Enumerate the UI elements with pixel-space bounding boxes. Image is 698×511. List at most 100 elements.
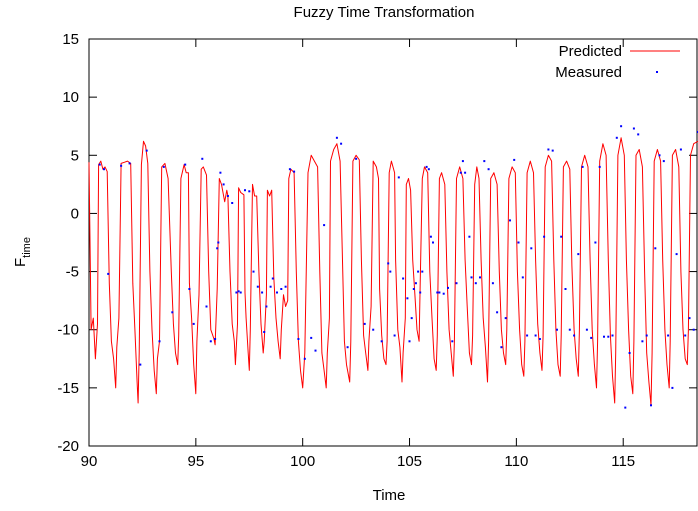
measured-point: [637, 133, 640, 136]
measured-point: [335, 136, 338, 139]
y-tick-label: -5: [66, 264, 79, 281]
measured-point: [684, 334, 687, 337]
tick-layer: -20 -15 -10 -5 0 5 10 15 90 95 100 105 110 115: [57, 31, 697, 470]
measured-point: [219, 171, 222, 174]
measured-point: [530, 247, 533, 250]
measured-point: [239, 291, 242, 294]
measured-point: [393, 334, 396, 337]
measured-point: [214, 338, 217, 340]
plot-border: [88, 38, 698, 447]
measured-point: [459, 171, 462, 174]
measured-point: [455, 282, 458, 285]
svg-text:Ftime: Ftime: [12, 237, 33, 267]
measured-point: [598, 165, 601, 168]
measured-point: [688, 317, 691, 320]
measured-point: [380, 340, 383, 343]
measured-point: [526, 334, 529, 337]
chart-title: Fuzzy Time Transformation: [294, 4, 475, 21]
measured-point: [201, 157, 204, 160]
measured-point: [145, 149, 148, 152]
x-tick-label: 100: [290, 453, 315, 470]
measured-point: [568, 328, 571, 331]
measured-point: [261, 291, 264, 294]
measured-point: [263, 331, 266, 333]
measured-point: [573, 334, 576, 337]
measured-point: [438, 291, 441, 294]
measured-point: [372, 328, 375, 331]
measured-point: [417, 270, 420, 273]
measured-point: [120, 164, 123, 167]
measured-point: [564, 288, 567, 290]
measured-point: [658, 154, 661, 157]
measured-point: [474, 282, 477, 285]
measured-point: [551, 149, 554, 152]
measured-point: [500, 346, 503, 349]
measured-point: [235, 291, 238, 294]
measured-point: [252, 270, 255, 273]
measured-point: [226, 195, 229, 197]
x-tick-label: 105: [397, 453, 422, 470]
measured-point: [408, 340, 411, 343]
y-tick-label: -10: [57, 322, 79, 339]
measured-point: [429, 235, 432, 238]
measured-point: [538, 338, 541, 340]
measured-point: [432, 241, 434, 244]
measured-point: [209, 340, 212, 343]
legend-swatch-measured: [656, 71, 658, 73]
measured-point: [521, 276, 524, 279]
measured-point: [483, 160, 486, 163]
measured-point: [547, 148, 550, 151]
measured-point: [421, 270, 424, 273]
measured-point: [543, 235, 546, 238]
measured-point: [188, 288, 191, 290]
measured-point: [412, 288, 415, 290]
measured-point: [577, 253, 580, 256]
measured-point: [479, 276, 481, 279]
measured-point: [158, 340, 161, 343]
measured-point: [355, 157, 358, 160]
measured-point: [303, 357, 306, 360]
measured-point: [662, 160, 665, 163]
x-axis-label: Time: [373, 487, 406, 504]
measured-point: [363, 322, 366, 325]
measured-point: [269, 285, 272, 288]
measured-point: [671, 386, 674, 389]
measured-point: [611, 334, 614, 337]
series-layer: [88, 125, 698, 409]
measured-point: [607, 335, 610, 338]
y-tick-label: 10: [62, 89, 79, 106]
measured-point: [237, 290, 240, 293]
plot-frame: [88, 38, 698, 447]
measured-point: [205, 305, 208, 308]
series-predicted: [88, 137, 698, 406]
y-axis-label-sub: time: [21, 237, 33, 258]
measured-point: [387, 262, 390, 265]
legend: Predicted Measured: [555, 43, 680, 81]
legend-label-predicted: Predicted: [559, 43, 622, 60]
measured-point: [496, 311, 499, 314]
legend-label-measured: Measured: [555, 64, 622, 81]
measured-point: [397, 176, 400, 179]
x-tick-label: 110: [504, 453, 528, 470]
measured-point: [276, 291, 278, 294]
measured-point: [513, 158, 516, 161]
measured-point: [645, 334, 648, 337]
measured-point: [103, 168, 105, 171]
measured-point: [389, 270, 392, 273]
y-tick-label: 0: [71, 205, 79, 222]
measured-point: [461, 160, 464, 163]
measured-point: [590, 336, 593, 339]
measured-point: [464, 171, 467, 174]
y-tick-label: -15: [57, 380, 79, 397]
measured-point: [222, 183, 225, 186]
measured-point: [217, 241, 220, 244]
measured-point: [271, 277, 274, 280]
measured-point: [216, 247, 219, 250]
predicted-line: [88, 137, 698, 406]
measured-point: [280, 288, 283, 290]
measured-point: [425, 165, 428, 168]
measured-point: [231, 202, 234, 204]
measured-point: [679, 148, 682, 151]
measured-point: [581, 165, 584, 168]
